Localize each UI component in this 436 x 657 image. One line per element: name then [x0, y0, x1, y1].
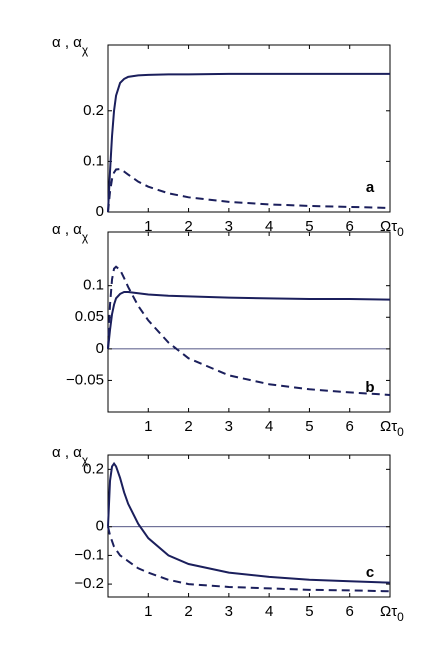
- x-tick-label: 5: [305, 603, 313, 620]
- x-tick-label: 3: [225, 218, 233, 235]
- x-tick-label: 2: [184, 603, 192, 620]
- x-axis-label: Ωτ0: [380, 218, 404, 239]
- x-tick-label: 6: [346, 418, 354, 435]
- data-line: [107, 265, 391, 396]
- panel-label: b: [365, 379, 374, 396]
- x-tick-label: 4: [265, 218, 273, 235]
- panel-label: a: [366, 179, 375, 196]
- x-axis-label-main: Ωτ: [380, 603, 397, 620]
- x-axis-label: Ωτ0: [380, 418, 404, 439]
- panel-label: c: [366, 564, 374, 581]
- y-axis-label-sub: χ: [82, 230, 89, 244]
- y-tick-label: −0.2: [74, 575, 104, 592]
- x-tick-label: 3: [225, 603, 233, 620]
- y-tick-label: 0.1: [83, 277, 104, 294]
- x-tick-label: 3: [225, 418, 233, 435]
- x-tick-label: 4: [265, 418, 273, 435]
- y-tick-label: 0: [96, 340, 104, 357]
- y-tick-label: 0.1: [83, 152, 104, 169]
- x-tick-label: 2: [184, 418, 192, 435]
- x-tick-label: 1: [144, 603, 152, 620]
- y-axis-label-sub: χ: [82, 43, 89, 57]
- x-tick-label: 5: [305, 418, 313, 435]
- x-tick-label: 2: [184, 218, 192, 235]
- data-line: [107, 461, 391, 584]
- x-axis-label: Ωτ0: [380, 603, 404, 624]
- y-axis-label-main: α , α: [52, 34, 82, 51]
- x-axis-label-main: Ωτ: [380, 218, 397, 235]
- y-tick-label: 0: [96, 203, 104, 220]
- y-tick-label: 0: [96, 518, 104, 535]
- x-tick-label: 1: [144, 218, 152, 235]
- x-tick-label: 4: [265, 603, 273, 620]
- y-tick-label: 0.05: [75, 308, 104, 325]
- x-axis-label-main: Ωτ: [380, 418, 397, 435]
- x-axis-label-sub: 0: [397, 225, 404, 239]
- data-line: [107, 167, 391, 213]
- y-tick-label: −0.05: [66, 371, 104, 388]
- y-tick-label: −0.1: [74, 546, 104, 563]
- y-axis-label-main: α , α: [52, 221, 82, 238]
- y-tick-label: 0.2: [83, 460, 104, 477]
- y-tick-label: 0.2: [83, 102, 104, 119]
- y-axis-label: α , αχ: [52, 444, 89, 467]
- x-axis-label-sub: 0: [397, 425, 404, 439]
- y-axis-label-sub: χ: [82, 453, 89, 467]
- y-axis-label-main: α , α: [52, 444, 82, 461]
- y-axis-label: α , αχ: [52, 34, 89, 57]
- data-line: [107, 72, 390, 213]
- y-axis-label: α , αχ: [52, 221, 89, 244]
- x-tick-label: 5: [305, 218, 313, 235]
- plot-frame: [107, 44, 391, 213]
- data-line: [107, 291, 391, 349]
- plot-frame: [107, 231, 391, 413]
- x-tick-label: 6: [346, 603, 354, 620]
- data-line: [107, 526, 391, 593]
- x-axis-label-sub: 0: [397, 610, 404, 624]
- x-tick-label: 1: [144, 418, 152, 435]
- x-tick-label: 6: [346, 218, 354, 235]
